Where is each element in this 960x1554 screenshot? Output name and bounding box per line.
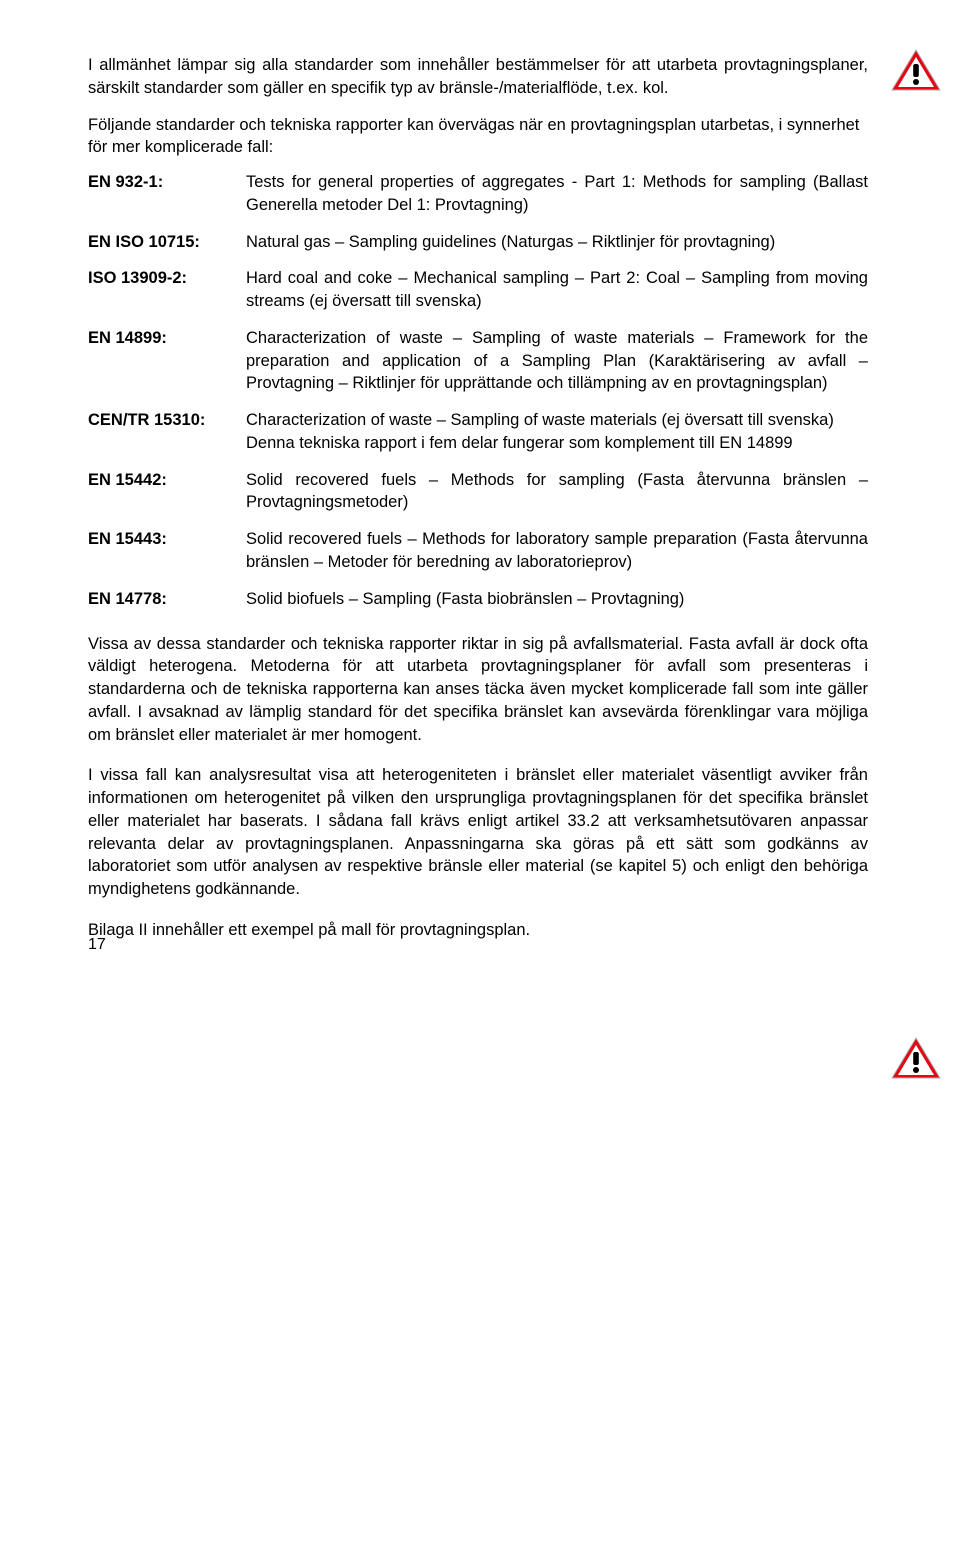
- definition-row: CEN/TR 15310:Characterization of waste –…: [88, 409, 868, 455]
- definition-row: EN ISO 10715:Natural gas – Sampling guid…: [88, 231, 868, 254]
- definition-description: Natural gas – Sampling guidelines (Natur…: [246, 231, 868, 254]
- definition-description: Solid recovered fuels – Methods for labo…: [246, 528, 868, 574]
- definition-term: EN 932-1:: [88, 171, 246, 194]
- definition-row: EN 14778:Solid biofuels – Sampling (Fast…: [88, 588, 868, 611]
- definition-term: EN 15442:: [88, 469, 246, 492]
- definition-term: EN 15443:: [88, 528, 246, 551]
- definition-term: EN 14899:: [88, 327, 246, 350]
- definition-description: Characterization of waste – Sampling of …: [246, 409, 868, 455]
- paragraph-2: I vissa fall kan analysresultat visa att…: [88, 764, 868, 901]
- definition-description: Hard coal and coke – Mechanical sampling…: [246, 267, 868, 313]
- warning-icon: [890, 48, 942, 94]
- page-number: 17: [88, 934, 106, 956]
- definition-row: EN 15442:Solid recovered fuels – Methods…: [88, 469, 868, 515]
- paragraph-3: Bilaga II innehåller ett exempel på mall…: [88, 919, 868, 942]
- definition-list: EN 932-1:Tests for general properties of…: [88, 171, 868, 610]
- definition-term: ISO 13909-2:: [88, 267, 246, 290]
- definition-row: EN 14899:Characterization of waste – Sam…: [88, 327, 868, 395]
- definition-row: EN 15443:Solid recovered fuels – Methods…: [88, 528, 868, 574]
- definition-term: EN 14778:: [88, 588, 246, 611]
- definition-description: Solid biofuels – Sampling (Fasta biobrän…: [246, 588, 868, 611]
- definition-term: EN ISO 10715:: [88, 231, 246, 254]
- definition-term: CEN/TR 15310:: [88, 409, 246, 432]
- definition-description: Solid recovered fuels – Methods for samp…: [246, 469, 868, 515]
- follow-paragraph: Följande standarder och tekniska rapport…: [88, 114, 868, 160]
- definition-description: Tests for general properties of aggregat…: [246, 171, 868, 217]
- intro-paragraph: I allmänhet lämpar sig alla standarder s…: [88, 54, 868, 100]
- warning-icon: [890, 1036, 942, 1082]
- paragraph-1: Vissa av dessa standarder och tekniska r…: [88, 633, 868, 747]
- definition-row: ISO 13909-2:Hard coal and coke – Mechani…: [88, 267, 868, 313]
- definition-description: Characterization of waste – Sampling of …: [246, 327, 868, 395]
- definition-row: EN 932-1:Tests for general properties of…: [88, 171, 868, 217]
